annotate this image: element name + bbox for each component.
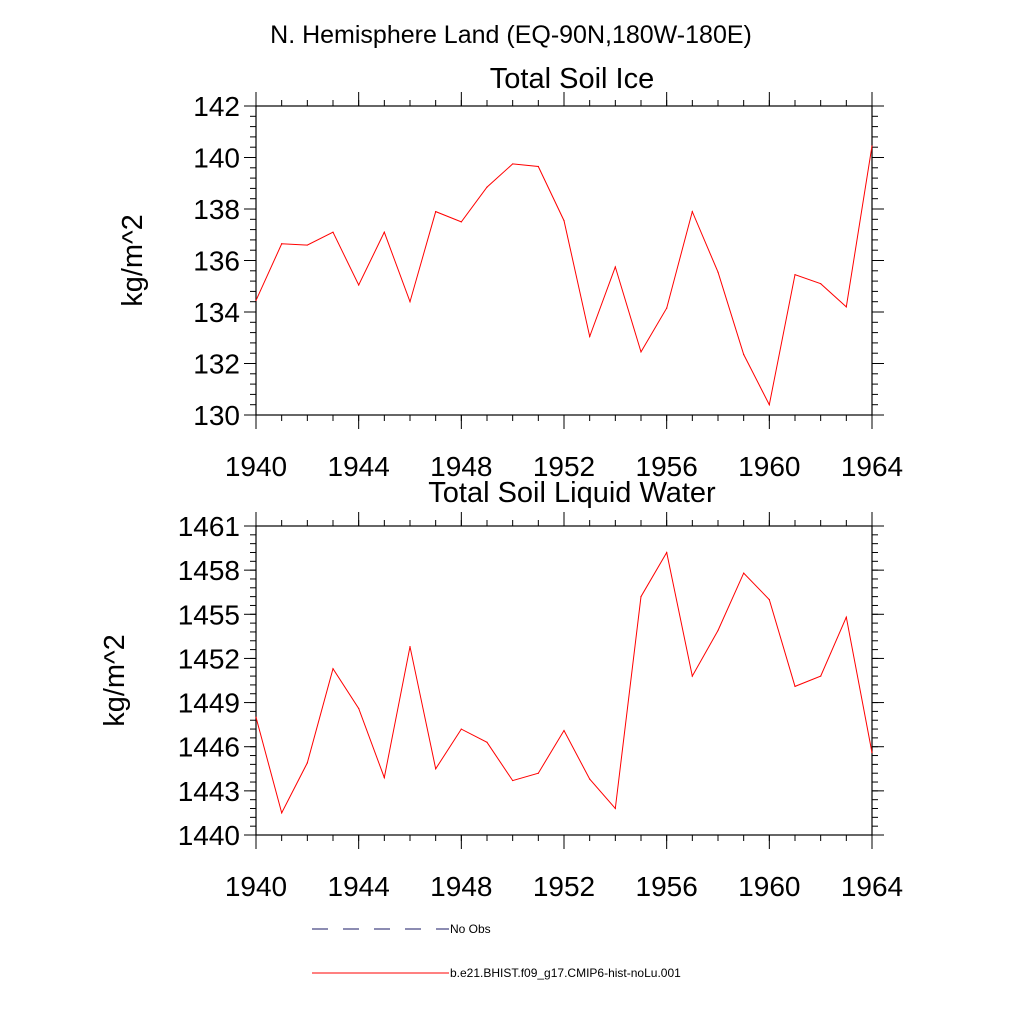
data-point bbox=[435, 768, 437, 770]
y-tick-label: 136 bbox=[193, 246, 240, 277]
y-tick-label: 132 bbox=[193, 349, 240, 380]
data-point bbox=[409, 301, 411, 303]
data-point bbox=[383, 231, 385, 233]
y-tick-label: 1452 bbox=[178, 643, 240, 674]
x-tick-label: 1960 bbox=[738, 871, 800, 902]
data-point bbox=[537, 772, 539, 774]
x-tick-label: 1960 bbox=[738, 451, 800, 482]
data-point bbox=[743, 572, 745, 574]
x-tick-label: 1964 bbox=[841, 451, 903, 482]
data-point bbox=[768, 404, 770, 406]
data-point bbox=[717, 629, 719, 632]
data-point bbox=[486, 186, 488, 188]
y-tick-label: 1461 bbox=[178, 511, 240, 542]
data-point bbox=[255, 299, 257, 302]
data-point bbox=[358, 707, 360, 710]
y-tick-label: 134 bbox=[193, 297, 240, 328]
x-tick-label: 1948 bbox=[430, 451, 492, 482]
data-point bbox=[845, 306, 847, 308]
data-point bbox=[383, 777, 385, 779]
y-tick-label: 1449 bbox=[178, 688, 240, 719]
x-tick-label: 1944 bbox=[328, 451, 390, 482]
data-point bbox=[743, 353, 745, 356]
data-point bbox=[306, 762, 308, 764]
data-point bbox=[691, 675, 693, 677]
x-tick-label: 1964 bbox=[841, 871, 903, 902]
y-tick-label: 140 bbox=[193, 143, 240, 174]
y-tick-label: 1440 bbox=[178, 820, 240, 851]
panel-title: Total Soil Liquid Water bbox=[428, 477, 716, 509]
data-point bbox=[486, 741, 488, 743]
data-point bbox=[820, 675, 822, 677]
figure-suptitle: N. Hemisphere Land (EQ-90N,180W-180E) bbox=[270, 21, 752, 49]
data-point bbox=[589, 335, 591, 338]
data-point bbox=[614, 807, 616, 810]
legend-label: b.e21.BHIST.f09_g17.CMIP6-hist-noLu.001 bbox=[450, 966, 681, 980]
x-tick-label: 1944 bbox=[328, 871, 390, 902]
data-point bbox=[666, 551, 668, 554]
x-tick-label: 1940 bbox=[225, 451, 287, 482]
y-axis-label: kg/m^2 bbox=[117, 214, 149, 307]
data-point bbox=[768, 598, 770, 601]
data-point bbox=[666, 307, 668, 309]
data-point bbox=[640, 351, 642, 353]
x-minor-ticks bbox=[255, 100, 873, 421]
x-tick-label: 1956 bbox=[636, 451, 698, 482]
x-tick-label: 1956 bbox=[636, 871, 698, 902]
y-tick-label: 142 bbox=[193, 91, 240, 122]
data-point bbox=[871, 752, 873, 754]
data-point bbox=[614, 266, 616, 268]
y-tick-label: 1446 bbox=[178, 732, 240, 763]
data-point bbox=[820, 283, 822, 285]
series-points bbox=[255, 551, 873, 814]
panel-2: Total Soil Liquid Water kg/m^2 1440 1443 144… bbox=[99, 477, 903, 902]
legend: No Obs b.e21.BHIST.f09_g17.CMIP6-hist-noL… bbox=[312, 922, 681, 980]
x-tick-label: 1952 bbox=[533, 871, 595, 902]
data-point bbox=[563, 219, 565, 222]
data-point bbox=[845, 616, 847, 618]
data-point bbox=[640, 596, 642, 598]
legend-label: No Obs bbox=[450, 922, 491, 936]
data-point bbox=[717, 271, 719, 273]
panels: Total Soil Ice kg/m^2 130 132 134 136 138 140 14… bbox=[99, 63, 903, 902]
data-point bbox=[563, 729, 565, 732]
legend-item-2: b.e21.BHIST.f09_g17.CMIP6-hist-noLu.001 bbox=[312, 966, 681, 980]
data-point bbox=[794, 685, 796, 687]
data-point bbox=[512, 163, 514, 165]
data-point bbox=[332, 231, 334, 233]
data-point bbox=[255, 716, 257, 718]
legend-item-1: No Obs bbox=[312, 922, 491, 936]
data-point bbox=[435, 210, 437, 213]
data-point bbox=[691, 210, 693, 213]
panel-1: Total Soil Ice kg/m^2 130 132 134 136 138 140 14… bbox=[117, 63, 903, 482]
x-tick-label: 1952 bbox=[533, 451, 595, 482]
y-tick-label: 1458 bbox=[178, 555, 240, 586]
data-point bbox=[281, 812, 283, 814]
data-point bbox=[589, 778, 591, 780]
y-tick-label: 1455 bbox=[178, 599, 240, 630]
data-point bbox=[460, 221, 462, 223]
y-tick-label: 138 bbox=[193, 194, 240, 225]
x-tick-label: 1940 bbox=[225, 871, 287, 902]
data-point bbox=[794, 274, 796, 276]
x-tick-label: 1948 bbox=[430, 871, 492, 902]
data-point bbox=[460, 728, 462, 730]
data-point bbox=[306, 244, 308, 246]
series-points bbox=[255, 145, 873, 406]
y-tick-label: 130 bbox=[193, 400, 240, 431]
data-point bbox=[871, 145, 873, 147]
data-point bbox=[512, 779, 514, 782]
data-point bbox=[281, 243, 283, 245]
y-tick-label: 1443 bbox=[178, 776, 240, 807]
panel-title: Total Soil Ice bbox=[490, 63, 654, 95]
data-point bbox=[409, 646, 411, 648]
data-point bbox=[537, 165, 539, 168]
y-axis-label: kg/m^2 bbox=[99, 634, 131, 727]
data-point bbox=[332, 668, 334, 670]
data-point bbox=[358, 284, 360, 286]
